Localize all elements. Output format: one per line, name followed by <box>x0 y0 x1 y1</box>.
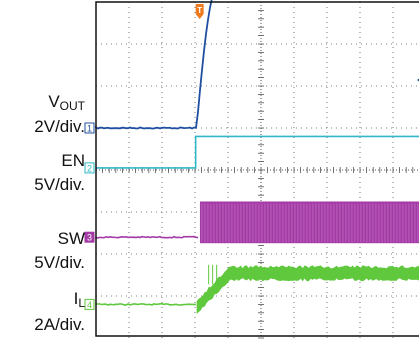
trigger-marker-label: T <box>197 6 202 15</box>
ch3-marker: 3 <box>84 231 95 243</box>
ch1-marker: 1 <box>84 122 95 134</box>
channel-markers: 1 2 3 4 T <box>84 4 419 310</box>
ch4-label: IL <box>73 289 85 310</box>
ch3-marker-label: 3 <box>87 233 92 243</box>
ch1-label: VOUT <box>48 92 85 113</box>
ch2-marker-box <box>84 162 95 174</box>
ch1-scale: 2V/div. <box>34 117 85 136</box>
traces <box>95 0 419 314</box>
sw-trace-idle <box>95 235 199 239</box>
trigger-marker-shape <box>195 4 204 19</box>
ch2-marker-label: 2 <box>87 163 92 173</box>
ch2-marker: 2 <box>84 162 95 174</box>
ch4-marker-label: 4 <box>87 300 92 310</box>
plot-background <box>96 2 419 337</box>
ch1-marker-label: 1 <box>87 124 92 134</box>
il-trace-idle <box>95 303 197 306</box>
ch3-marker-box <box>84 231 95 243</box>
ch3-label: SW <box>57 229 85 248</box>
ch1-name: V <box>48 92 60 111</box>
vout-trace <box>95 0 213 130</box>
ch2-scale: 5V/div. <box>34 175 85 194</box>
trigger-marker: T <box>195 4 204 19</box>
plot-frame <box>95 1 419 337</box>
il-envelope <box>196 265 419 314</box>
ch4-name: I <box>73 289 79 308</box>
ch4-subscript: L <box>78 296 85 310</box>
ch1-subscript: OUT <box>59 99 85 113</box>
ch3-scale: 5V/div. <box>34 253 85 272</box>
ch1-marker-box <box>84 122 95 134</box>
sw-switching-band <box>199 201 419 244</box>
ch2-label: EN <box>61 151 85 170</box>
ch4-scale: 2A/div. <box>34 315 85 334</box>
ch4-marker: 4 <box>84 298 95 310</box>
en-trace <box>96 135 419 169</box>
ch4-marker-box <box>84 298 95 310</box>
